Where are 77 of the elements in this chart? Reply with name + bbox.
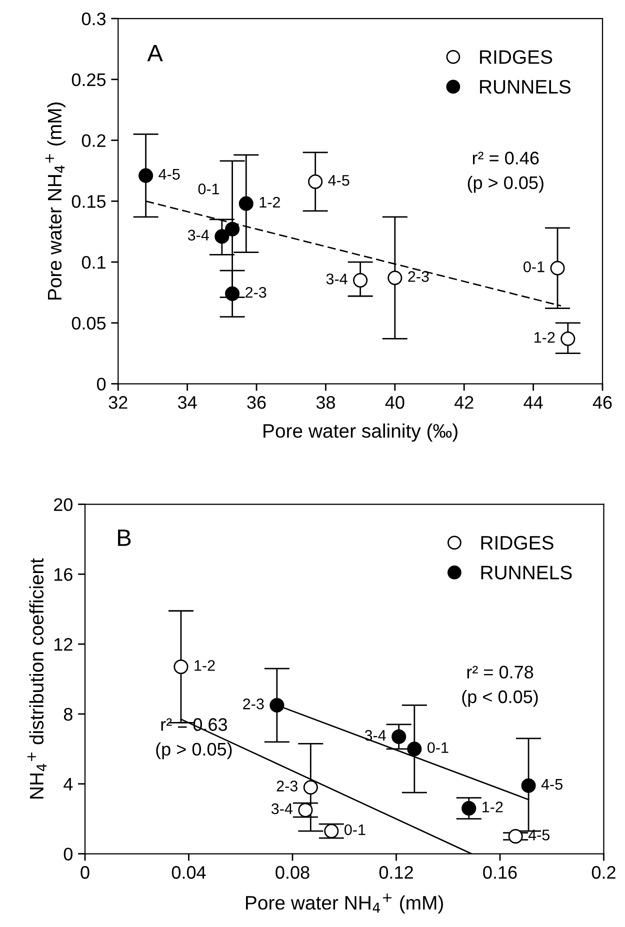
point bbox=[521, 778, 536, 793]
x-tick-label: 0.12 bbox=[379, 866, 413, 879]
y-tick-label: 20 bbox=[54, 498, 72, 512]
y-tick-label: 16 bbox=[54, 568, 72, 581]
legend-label: RUNNELS bbox=[480, 80, 570, 94]
point bbox=[392, 729, 406, 744]
x-tick-label: 0.16 bbox=[483, 866, 517, 879]
y-tick-label: 0 bbox=[96, 378, 106, 390]
annotation: r² = 0.78 (p < 0.05) bbox=[462, 666, 538, 707]
y-tick-label: 12 bbox=[54, 638, 72, 651]
annotation: r² = 0.46 (p > 0.05) bbox=[468, 152, 544, 193]
annotation: 0-1 bbox=[344, 824, 366, 836]
y-tick-label: 0.1 bbox=[82, 256, 106, 269]
point bbox=[324, 824, 339, 838]
y-tick-label: 8 bbox=[64, 708, 72, 721]
annotation: 1-2 bbox=[482, 802, 503, 812]
annotation: 2-3 bbox=[246, 286, 266, 298]
legend-label: RUNNELS bbox=[481, 566, 572, 580]
x-tick-label: 42 bbox=[454, 396, 474, 409]
annotation: 4-5 bbox=[158, 169, 180, 180]
annotation: 0-1 bbox=[524, 261, 544, 272]
text: B bbox=[118, 530, 131, 546]
x-tick-label: 0.08 bbox=[276, 866, 310, 879]
y-tick-label: 0.3 bbox=[82, 12, 106, 26]
annotation: 1-2 bbox=[194, 660, 215, 671]
y-axis-title: Pore water NH$_{4}$$^{+}$ (mM) bbox=[45, 102, 66, 300]
y-axis-title: NH$_{4}$$^{+}$ distribution coefficient bbox=[27, 558, 47, 798]
x-tick-label: 34 bbox=[178, 396, 197, 409]
x-tick-label: 38 bbox=[316, 396, 335, 409]
point bbox=[225, 286, 240, 301]
legend-label: RIDGES bbox=[480, 50, 552, 64]
y-tick-label: 0.05 bbox=[72, 316, 106, 330]
annotation: 0-1 bbox=[198, 184, 220, 194]
x-tick-label: 0.04 bbox=[172, 866, 206, 879]
point bbox=[407, 742, 422, 756]
point bbox=[174, 660, 188, 674]
point bbox=[560, 331, 576, 346]
x-tick-label: 46 bbox=[592, 396, 612, 409]
annotation: 4-5 bbox=[541, 779, 562, 790]
point bbox=[214, 229, 230, 244]
y-tick-label: 0 bbox=[64, 848, 72, 860]
x-tick-label: 36 bbox=[247, 396, 266, 409]
point bbox=[462, 801, 476, 816]
point bbox=[225, 222, 240, 236]
legend-label: RIDGES bbox=[481, 536, 554, 550]
point bbox=[353, 273, 368, 288]
annotation: 2-3 bbox=[276, 780, 298, 792]
annotation: 3-4 bbox=[188, 230, 209, 241]
point bbox=[138, 168, 154, 183]
y-tick-label: 4 bbox=[64, 778, 73, 790]
point bbox=[303, 780, 318, 795]
annotation: 1-2 bbox=[260, 196, 280, 208]
y-tick-label: 0.15 bbox=[72, 195, 106, 208]
annotation: 3-4 bbox=[326, 274, 348, 284]
text: A bbox=[147, 44, 163, 62]
y-tick-label: 0.2 bbox=[82, 134, 106, 148]
point bbox=[298, 802, 313, 818]
point bbox=[550, 260, 565, 276]
annotation: 3-4 bbox=[271, 803, 293, 814]
x-axis-title: Pore water salinity (‰) bbox=[264, 424, 458, 442]
point bbox=[308, 174, 323, 189]
x-axis-title: Pore water NH$_{4}$$^{+}$ (mM) bbox=[246, 894, 443, 914]
x-tick-label: 0.2 bbox=[592, 866, 616, 879]
annotation: 2-3 bbox=[243, 698, 264, 710]
annotation: 4-5 bbox=[328, 175, 350, 186]
point bbox=[388, 270, 402, 286]
point bbox=[508, 829, 523, 844]
point bbox=[238, 196, 254, 211]
x-tick-label: 32 bbox=[108, 396, 128, 409]
y-tick-label: 0.25 bbox=[72, 73, 106, 86]
x-tick-label: 44 bbox=[524, 396, 543, 409]
annotation: 2-3 bbox=[408, 271, 429, 282]
annotation: 1-2 bbox=[534, 332, 555, 343]
point bbox=[270, 698, 284, 713]
x-tick-label: 40 bbox=[385, 396, 404, 409]
annotation: 0-1 bbox=[428, 742, 448, 754]
annotation: 4-5 bbox=[528, 830, 550, 840]
